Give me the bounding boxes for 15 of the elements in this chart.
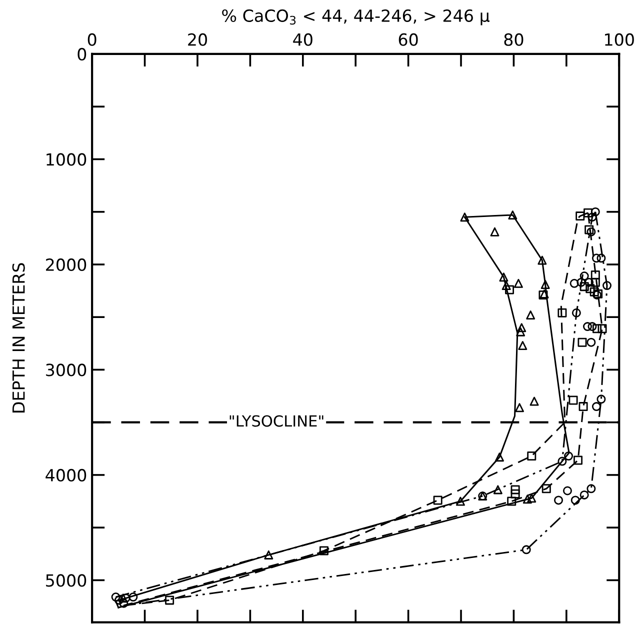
x-axis-title: % CaCO$_{3}$ < 44, 44-246, > 246 μ — [222, 9, 490, 26]
x-tick-label: 40 — [293, 33, 312, 46]
y-tick-label: 2000 — [46, 258, 86, 272]
x-tick-label: 20 — [188, 33, 207, 46]
x-tick-label: 60 — [398, 33, 418, 46]
x-tick-label: 100 — [605, 33, 634, 46]
y-tick-label: 1000 — [46, 153, 86, 166]
y-tick-label: 3000 — [46, 364, 86, 376]
y-tick-label: 0 — [78, 48, 86, 61]
y-tick-label: 5000 — [46, 574, 86, 587]
ref-line-label: "LYSOCLINE" — [230, 415, 324, 427]
y-tick-label: 4000 — [46, 468, 86, 482]
y-axis-title: DEPTH IN METERS — [12, 263, 25, 412]
x-tick-label: 0 — [88, 33, 96, 46]
x-tick-label: 80 — [504, 33, 524, 46]
